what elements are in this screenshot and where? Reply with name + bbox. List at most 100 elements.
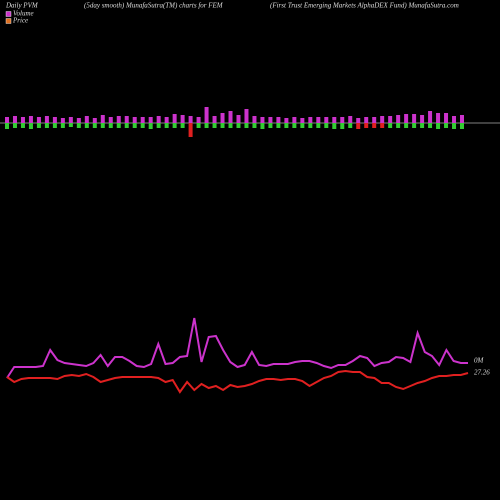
end-label: 27.26 bbox=[474, 369, 490, 377]
volume-up-bar bbox=[20, 117, 25, 123]
volume-down-bar bbox=[12, 123, 17, 128]
volume-down-bar bbox=[308, 123, 313, 128]
volume-up-bar bbox=[436, 113, 441, 123]
volume-up-bar bbox=[444, 113, 449, 123]
series-line bbox=[6, 369, 469, 394]
volume-down-bar bbox=[292, 123, 297, 128]
volume-up-bar bbox=[148, 117, 153, 123]
volume-up-bar bbox=[140, 117, 145, 123]
volume-up-bar bbox=[252, 116, 257, 123]
volume-down-bar bbox=[36, 123, 41, 128]
volume-up-bar bbox=[172, 114, 177, 123]
volume-up-bar bbox=[428, 111, 433, 123]
volume-down-bar bbox=[140, 123, 145, 128]
volume-down-bar bbox=[332, 123, 337, 129]
volume-up-bar bbox=[180, 115, 185, 123]
volume-up-bar bbox=[92, 118, 97, 123]
volume-up-bar bbox=[156, 116, 161, 123]
volume-up-bar bbox=[44, 116, 49, 123]
volume-down-bar bbox=[5, 123, 9, 129]
volume-up-bar bbox=[460, 115, 464, 123]
volume-up-bar bbox=[308, 117, 313, 123]
volume-down-bar bbox=[20, 123, 25, 128]
volume-down-bar bbox=[364, 123, 369, 128]
volume-up-bar bbox=[236, 115, 241, 123]
volume-up-bar bbox=[396, 115, 401, 123]
volume-down-bar bbox=[188, 123, 193, 137]
volume-down-bar bbox=[268, 123, 273, 128]
legend-label: Price bbox=[12, 17, 28, 25]
volume-down-bar bbox=[372, 123, 377, 128]
end-label: 0M bbox=[474, 357, 485, 365]
volume-up-bar bbox=[76, 118, 81, 123]
volume-up-bar bbox=[340, 117, 345, 123]
volume-down-bar bbox=[244, 123, 249, 128]
volume-down-bar bbox=[116, 123, 121, 128]
volume-up-bar bbox=[228, 111, 233, 123]
volume-down-bar bbox=[444, 123, 449, 128]
volume-down-bar bbox=[260, 123, 265, 129]
volume-up-bar bbox=[12, 116, 17, 123]
volume-up-bar bbox=[372, 117, 377, 123]
volume-down-bar bbox=[148, 123, 153, 129]
volume-down-bar bbox=[164, 123, 169, 128]
legend-swatch bbox=[5, 11, 12, 17]
legend-label: Volume bbox=[13, 10, 34, 18]
volume-up-bar bbox=[68, 117, 73, 123]
volume-down-bar bbox=[44, 123, 49, 128]
volume-down-bar bbox=[252, 123, 257, 128]
volume-up-bar bbox=[452, 116, 457, 123]
volume-up-bar bbox=[412, 114, 417, 123]
volume-up-bar bbox=[388, 116, 393, 123]
volume-up-bar bbox=[300, 118, 305, 123]
volume-up-bar bbox=[188, 116, 193, 123]
volume-down-bar bbox=[356, 123, 361, 129]
volume-up-bar bbox=[100, 115, 105, 123]
volume-up-bar bbox=[5, 117, 9, 123]
volume-up-bar bbox=[276, 117, 281, 123]
volume-up-bar bbox=[292, 117, 297, 123]
volume-up-bar bbox=[108, 117, 113, 123]
volume-down-bar bbox=[196, 123, 201, 128]
volume-up-bar bbox=[380, 116, 385, 123]
volume-down-bar bbox=[396, 123, 401, 128]
volume-up-bar bbox=[28, 116, 33, 123]
volume-up-bar bbox=[52, 117, 57, 123]
volume-up-bar bbox=[332, 117, 337, 123]
volume-down-bar bbox=[236, 123, 241, 128]
volume-down-bar bbox=[132, 123, 137, 128]
volume-down-bar bbox=[428, 123, 433, 128]
volume-down-bar bbox=[172, 123, 177, 128]
volume-down-bar bbox=[324, 123, 329, 128]
volume-down-bar bbox=[348, 123, 353, 128]
series-line bbox=[6, 317, 468, 379]
volume-down-bar bbox=[460, 123, 464, 129]
volume-down-bar bbox=[52, 123, 57, 128]
volume-down-bar bbox=[180, 123, 185, 128]
volume-down-bar bbox=[412, 123, 417, 128]
volume-up-bar bbox=[84, 116, 89, 123]
volume-down-bar bbox=[404, 123, 409, 128]
chart-title: Daily PVM bbox=[5, 2, 39, 10]
volume-down-bar bbox=[284, 123, 289, 128]
volume-up-bar bbox=[268, 117, 273, 123]
volume-down-bar bbox=[340, 123, 345, 129]
volume-up-bar bbox=[284, 118, 289, 123]
volume-down-bar bbox=[228, 123, 233, 128]
volume-down-bar bbox=[156, 123, 161, 128]
volume-up-bar bbox=[36, 117, 41, 123]
volume-down-bar bbox=[300, 123, 305, 128]
volume-down-bar bbox=[436, 123, 441, 129]
fund-name: (First Trust Emerging Markets AlphaDEX F… bbox=[270, 2, 459, 10]
volume-down-bar bbox=[380, 123, 385, 128]
volume-up-bar bbox=[404, 114, 409, 123]
volume-down-bar bbox=[84, 123, 89, 128]
volume-down-bar bbox=[108, 123, 113, 128]
volume-down-bar bbox=[124, 123, 129, 128]
volume-down-bar bbox=[420, 123, 425, 128]
volume-up-bar bbox=[420, 115, 425, 123]
volume-up-bar bbox=[132, 117, 137, 123]
volume-up-bar bbox=[316, 117, 321, 123]
